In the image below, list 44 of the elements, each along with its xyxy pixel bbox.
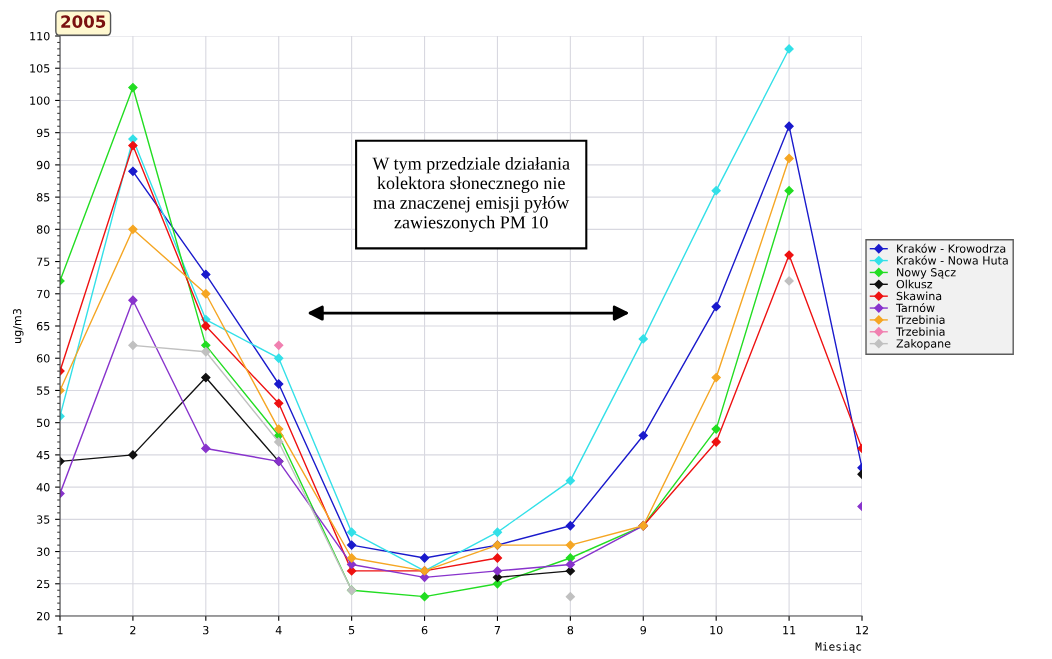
x-tick-label: 1 bbox=[57, 626, 63, 635]
legend-label: Trzebinia bbox=[895, 327, 945, 336]
x-tick-label: 2 bbox=[130, 625, 136, 635]
x-tick-label: 11 bbox=[783, 626, 796, 635]
y-tick-label: 40 bbox=[36, 483, 50, 492]
legend-label: Tarnów bbox=[895, 303, 935, 313]
y-tick-label: 70 bbox=[37, 289, 50, 299]
annotation: W tym przedziale działania kolektora słonecznego nie ma znaczenej emisji pyłów zawieszonych PM 10 bbox=[372, 156, 570, 233]
y-tick-label: 75 bbox=[37, 257, 50, 266]
x-tick-label: 12 bbox=[856, 625, 868, 635]
x-tick-label: 9 bbox=[640, 625, 647, 635]
legend-label: Kraków - Nowa Huta bbox=[897, 255, 1008, 265]
x-tick-label: 6 bbox=[421, 625, 428, 635]
x-axis-title: Miesiąc bbox=[815, 642, 862, 653]
y-tick-label: 45 bbox=[36, 451, 50, 460]
y-axis-title: ug/m3 bbox=[12, 309, 24, 343]
legend-label: Olkusz bbox=[896, 279, 933, 289]
y-tick-label: 25 bbox=[36, 579, 50, 589]
y-tick-label: 80 bbox=[36, 225, 50, 234]
x-tick-label: 10 bbox=[710, 625, 723, 635]
x-tick-label: 7 bbox=[494, 626, 501, 635]
x-tick-label: 8 bbox=[567, 625, 574, 635]
y-tick-label: 50 bbox=[37, 418, 50, 428]
y-tick-label: 20 bbox=[36, 611, 50, 621]
y-tick-label: 90 bbox=[36, 160, 50, 170]
y-tick-label: 65 bbox=[36, 321, 50, 331]
y-tick-label: 35 bbox=[36, 515, 50, 524]
legend-label: Trzebinia bbox=[895, 315, 945, 324]
y-tick-label: 110 bbox=[30, 31, 50, 41]
legend-label: Skawina bbox=[896, 291, 942, 301]
x-tick-label: 4 bbox=[275, 626, 282, 635]
legend-label: Nowy Sącz bbox=[897, 268, 956, 279]
chart-title: 2005 bbox=[61, 15, 106, 28]
y-tick-label: 95 bbox=[36, 128, 50, 138]
y-tick-label: 60 bbox=[36, 354, 50, 363]
x-tick-label: 3 bbox=[203, 625, 209, 635]
y-tick-label: 105 bbox=[30, 64, 50, 73]
y-tick-label: 30 bbox=[36, 547, 50, 556]
y-tick-label: 100 bbox=[30, 96, 50, 105]
x-tick-label: 5 bbox=[348, 626, 355, 635]
y-tick-label: 85 bbox=[36, 193, 50, 202]
y-tick-label: 55 bbox=[37, 386, 50, 395]
legend-label: Zakopane bbox=[896, 339, 951, 350]
legend-label: Kraków - Krowodrza bbox=[897, 243, 1006, 253]
